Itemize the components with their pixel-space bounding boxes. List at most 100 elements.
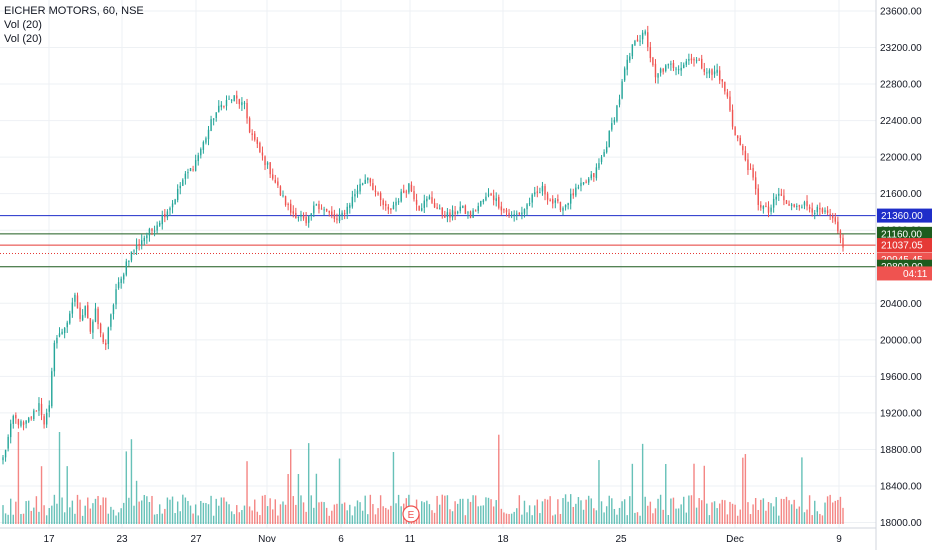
candle: [798, 204, 801, 211]
candle-body: [449, 212, 451, 218]
candle-body: [107, 327, 110, 344]
volume-bars: [2, 432, 844, 524]
candle: [243, 100, 246, 110]
volume-bar: [672, 497, 675, 524]
volume-bar: [459, 498, 461, 524]
volume-bar: [824, 502, 826, 524]
candle-body: [762, 205, 765, 209]
volume-bar: [33, 507, 35, 524]
candle-body: [220, 104, 223, 108]
candle: [734, 125, 736, 136]
volume-bar: [721, 499, 723, 524]
volume-bar: [230, 511, 233, 524]
candle: [472, 208, 474, 219]
y-tick-label: 18400.00: [880, 481, 922, 492]
candle: [608, 130, 610, 148]
volume-bar: [161, 513, 163, 524]
volume-bar: [616, 514, 618, 524]
volume-bar: [125, 451, 128, 524]
candle: [590, 171, 592, 181]
volume-bar: [254, 499, 256, 524]
volume-bar: [611, 498, 613, 524]
candle-body: [605, 146, 608, 153]
candle-body: [790, 204, 793, 206]
candle: [33, 408, 35, 421]
candle: [731, 104, 734, 130]
candle: [621, 78, 623, 100]
candle-body: [644, 31, 646, 34]
candle: [839, 229, 842, 244]
volume-bar: [590, 498, 592, 524]
candle: [528, 197, 531, 207]
volume-bar: [492, 506, 495, 524]
candle-body: [675, 68, 677, 70]
volume-bar: [834, 500, 836, 524]
candle-body: [647, 32, 649, 48]
candle-body: [839, 230, 842, 238]
candle-body: [349, 205, 351, 208]
volume-bar: [74, 513, 76, 524]
volume-bar: [107, 513, 110, 524]
candle-body: [292, 211, 294, 214]
candle-body: [313, 205, 315, 214]
candle: [148, 227, 151, 242]
candle-body: [148, 228, 151, 236]
candle-body: [680, 67, 682, 71]
candle: [92, 319, 94, 339]
candle-body: [364, 179, 366, 184]
volume-bar: [89, 508, 92, 524]
candle: [58, 327, 61, 338]
candle: [320, 204, 323, 210]
symbol-title[interactable]: EICHER MOTORS, 60, NSE: [4, 5, 144, 17]
volume-indicator-1[interactable]: Vol (20): [4, 19, 42, 31]
candle-body: [81, 315, 84, 321]
candle-body: [814, 212, 816, 214]
candle: [187, 168, 189, 179]
volume-bar: [110, 506, 112, 524]
volume-bar: [266, 506, 269, 524]
volume-bar: [272, 509, 274, 524]
candle: [38, 397, 40, 416]
volume-bar: [695, 507, 698, 524]
volume-bar: [716, 508, 718, 524]
volume-bar: [667, 515, 670, 524]
volume-indicator-2[interactable]: Vol (20): [4, 33, 42, 45]
volume-bar: [297, 474, 300, 524]
volume-bar: [438, 504, 441, 524]
volume-bar: [69, 507, 71, 524]
candle: [436, 203, 438, 210]
candle: [130, 251, 133, 263]
volume-bar: [744, 454, 747, 524]
candle-body: [395, 201, 397, 206]
candle: [228, 95, 230, 100]
volume-bar: [202, 502, 205, 524]
volume-bar: [194, 504, 197, 524]
candle: [107, 326, 110, 350]
earnings-marker[interactable]: E: [402, 505, 420, 523]
y-tick-label: 22000.00: [880, 153, 922, 164]
candle: [418, 205, 420, 211]
candle-body: [482, 200, 485, 202]
candle: [672, 60, 675, 72]
volume-bar: [187, 500, 189, 524]
candle-body: [801, 206, 803, 208]
candle-body: [459, 206, 461, 211]
candle-body: [418, 205, 420, 211]
candle: [500, 201, 503, 215]
volume-bar: [490, 499, 492, 524]
candle: [71, 297, 74, 318]
candle: [680, 62, 682, 76]
candle: [179, 182, 181, 195]
candle-body: [670, 63, 672, 65]
volume-bar: [225, 501, 228, 524]
candle: [716, 63, 718, 76]
candle-body: [212, 118, 215, 120]
candle-body: [701, 58, 703, 69]
volume-bar: [803, 512, 806, 524]
volume-bar: [76, 494, 79, 524]
candle: [618, 94, 621, 108]
volume-bar: [793, 499, 795, 524]
candle: [662, 67, 664, 75]
volume-bar: [123, 502, 125, 524]
